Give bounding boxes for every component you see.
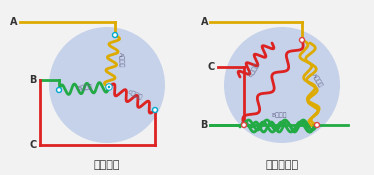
Text: B相绕组: B相绕组	[271, 112, 287, 118]
Text: C相绕组: C相绕组	[248, 62, 260, 78]
Text: A: A	[9, 17, 17, 27]
Text: A: A	[200, 17, 208, 27]
Circle shape	[300, 37, 304, 43]
Circle shape	[49, 27, 165, 143]
Text: B相绕组: B相绕组	[77, 85, 93, 92]
Circle shape	[153, 107, 157, 113]
Text: A相绕组: A相绕组	[311, 72, 323, 88]
Text: C: C	[30, 140, 37, 150]
Text: 星形接法: 星形接法	[94, 160, 120, 170]
Text: B: B	[200, 120, 208, 130]
Circle shape	[56, 88, 61, 93]
Text: 三角形接法: 三角形接法	[266, 160, 298, 170]
Text: C相绕组: C相绕组	[127, 89, 143, 101]
Circle shape	[113, 33, 117, 37]
Circle shape	[242, 122, 246, 128]
Circle shape	[106, 84, 112, 90]
Text: B: B	[30, 75, 37, 85]
Text: A相绕组: A相绕组	[118, 52, 124, 68]
Text: C: C	[208, 62, 215, 72]
Circle shape	[107, 85, 111, 89]
Circle shape	[224, 27, 340, 143]
Circle shape	[315, 122, 319, 128]
